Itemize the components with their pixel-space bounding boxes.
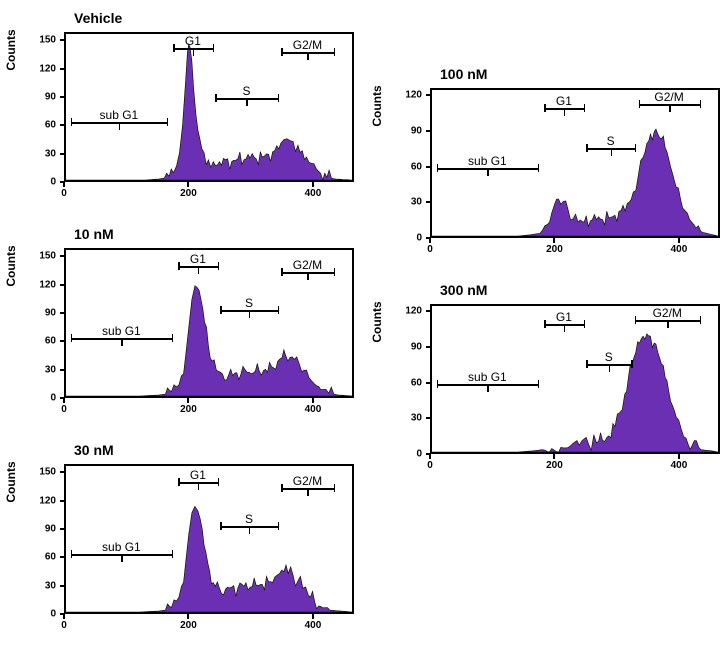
y-axis-label: Counts <box>4 206 18 326</box>
y-tick-label: 30 <box>32 148 56 159</box>
x-tick-label: 0 <box>61 620 67 631</box>
y-tick-label: 0 <box>32 609 56 620</box>
y-tick-label: 30 <box>398 413 422 424</box>
histogram-panel-30nm: 30 nMCounts0306090120150sub G1G1SG2/M020… <box>10 442 370 652</box>
plot-area: sub G1G1SG2/M <box>64 248 354 398</box>
x-ticks: 0 200 400 <box>430 238 720 258</box>
x-tick-label: 200 <box>180 188 197 199</box>
histogram-panel-vehicle: VehicleCounts0306090120150sub G1G1SG2/M0… <box>10 10 370 220</box>
y-tick-label: 120 <box>398 306 422 317</box>
y-ticks: 0306090120 <box>398 304 426 454</box>
histogram-svg <box>66 466 352 612</box>
histogram-svg <box>66 34 352 180</box>
panel-title: 100 nM <box>440 66 487 82</box>
histogram-panel-100nm: 100 nMCounts0306090120sub G1G1SG2/M02004… <box>376 66 725 220</box>
y-tick-label: 120 <box>32 279 56 290</box>
chart-grid: VehicleCounts0306090120150sub G1G1SG2/M0… <box>10 10 725 652</box>
histogram-panel-300nm: 300 nMCounts0306090120sub G1G1SG2/M02004… <box>376 282 725 436</box>
y-tick-label: 60 <box>32 552 56 563</box>
x-tick-label: 200 <box>546 244 563 255</box>
x-tick-label: 0 <box>427 244 433 255</box>
panel-title: 10 nM <box>74 226 114 242</box>
y-tick-label: 90 <box>32 308 56 319</box>
y-ticks: 0306090120 <box>398 88 426 238</box>
x-tick-label: 400 <box>305 404 322 415</box>
y-tick-label: 90 <box>398 341 422 352</box>
panel-title: 300 nM <box>440 282 487 298</box>
x-tick-label: 0 <box>61 188 67 199</box>
y-tick-label: 60 <box>32 336 56 347</box>
x-tick-label: 400 <box>305 620 322 631</box>
y-tick-label: 0 <box>398 449 422 460</box>
x-tick-label: 0 <box>427 460 433 471</box>
y-axis-label: Counts <box>370 46 384 166</box>
y-tick-label: 150 <box>32 35 56 46</box>
histogram-svg <box>432 90 718 236</box>
y-tick-label: 0 <box>32 393 56 404</box>
x-tick-label: 0 <box>61 404 67 415</box>
x-tick-label: 200 <box>180 620 197 631</box>
x-tick-label: 400 <box>305 188 322 199</box>
plot-area: sub G1G1SG2/M <box>430 304 720 454</box>
y-tick-label: 0 <box>32 177 56 188</box>
y-tick-label: 150 <box>32 251 56 262</box>
y-tick-label: 0 <box>398 233 422 244</box>
y-tick-label: 120 <box>32 63 56 74</box>
plot-area: sub G1G1SG2/M <box>64 464 354 614</box>
y-tick-label: 120 <box>32 495 56 506</box>
y-tick-label: 90 <box>32 92 56 103</box>
y-tick-label: 30 <box>32 364 56 375</box>
y-axis-label: Counts <box>4 422 18 542</box>
y-tick-label: 30 <box>398 197 422 208</box>
y-tick-label: 60 <box>398 377 422 388</box>
x-ticks: 0 200 400 <box>64 614 354 634</box>
y-tick-label: 90 <box>398 125 422 136</box>
histogram-panel-10nm: 10 nMCounts0306090120150sub G1G1SG2/M020… <box>10 226 370 436</box>
x-tick-label: 200 <box>180 404 197 415</box>
x-tick-label: 400 <box>671 244 688 255</box>
panel-title: Vehicle <box>74 10 122 26</box>
x-tick-label: 200 <box>546 460 563 471</box>
y-tick-label: 90 <box>32 524 56 535</box>
x-tick-label: 400 <box>671 460 688 471</box>
plot-area: sub G1G1SG2/M <box>64 32 354 182</box>
y-axis-label: Counts <box>370 262 384 382</box>
x-ticks: 0 200 400 <box>64 398 354 418</box>
x-ticks: 0 200 400 <box>64 182 354 202</box>
plot-area: sub G1G1SG2/M <box>430 88 720 238</box>
histogram-svg <box>66 250 352 396</box>
histogram-svg <box>432 306 718 452</box>
y-tick-label: 60 <box>398 161 422 172</box>
y-axis-label: Counts <box>4 0 18 110</box>
y-tick-label: 30 <box>32 580 56 591</box>
y-ticks: 0306090120150 <box>32 248 60 398</box>
y-tick-label: 60 <box>32 120 56 131</box>
y-ticks: 0306090120150 <box>32 32 60 182</box>
panel-title: 30 nM <box>74 442 114 458</box>
y-tick-label: 120 <box>398 90 422 101</box>
x-ticks: 0 200 400 <box>430 454 720 474</box>
y-ticks: 0306090120150 <box>32 464 60 614</box>
y-tick-label: 150 <box>32 467 56 478</box>
